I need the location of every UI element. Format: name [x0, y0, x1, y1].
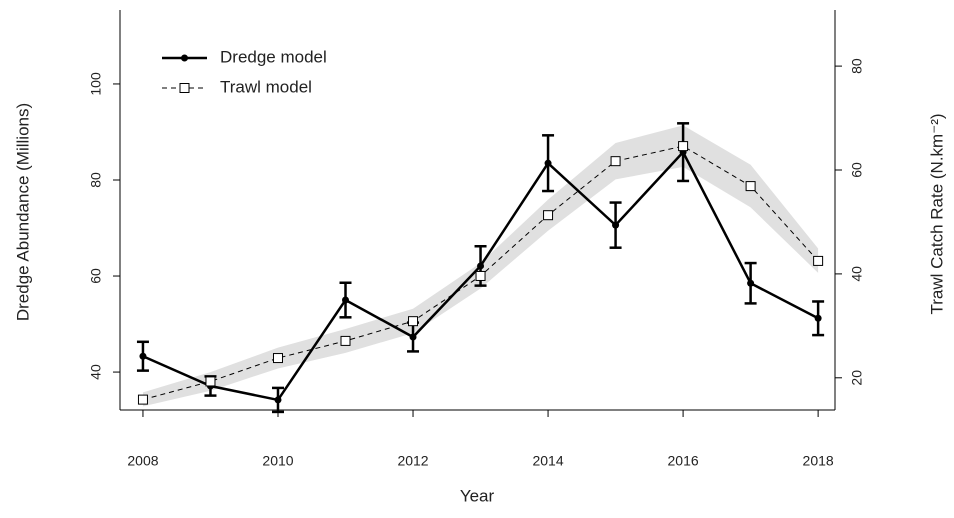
point — [745, 181, 756, 192]
legend-marker — [181, 54, 188, 62]
point — [544, 159, 552, 167]
point — [477, 262, 485, 270]
point — [408, 316, 419, 327]
x-tick-label: 2012 — [397, 453, 428, 469]
point — [475, 270, 486, 281]
y2-tick-label: 80 — [849, 58, 865, 74]
x-tick-label: 2018 — [803, 453, 834, 469]
x-axis-title: Year — [460, 486, 495, 505]
y-tick-label: 80 — [88, 172, 104, 188]
point — [205, 376, 216, 387]
legend-label: Dredge model — [220, 47, 327, 66]
legend-marker — [179, 83, 190, 93]
y2-tick-label: 60 — [849, 162, 865, 178]
point — [340, 335, 351, 346]
point — [814, 314, 822, 322]
point — [137, 394, 148, 405]
x-tick-label: 2010 — [262, 453, 293, 469]
y-tick-label: 60 — [88, 268, 104, 284]
point — [612, 221, 620, 229]
x-tick-label: 2008 — [127, 453, 158, 469]
legend-label: Trawl model — [220, 77, 312, 96]
point — [610, 156, 621, 167]
point — [342, 296, 350, 304]
y2-axis-title: Trawl Catch Rate (N.km⁻²) — [927, 113, 946, 314]
y-tick-label: 40 — [88, 364, 104, 380]
point — [409, 333, 417, 341]
y-tick-label: 100 — [88, 72, 104, 96]
point — [747, 279, 755, 287]
point — [272, 353, 283, 364]
point — [274, 396, 282, 404]
y-axis-title: Dredge Abundance (Millions) — [13, 103, 32, 321]
point — [813, 255, 824, 266]
point — [678, 141, 689, 152]
point — [543, 210, 554, 221]
x-tick-label: 2016 — [668, 453, 699, 469]
y2-tick-label: 20 — [849, 370, 865, 386]
y2-tick-label: 40 — [849, 266, 865, 282]
point — [139, 352, 147, 360]
x-tick-label: 2014 — [532, 453, 563, 469]
